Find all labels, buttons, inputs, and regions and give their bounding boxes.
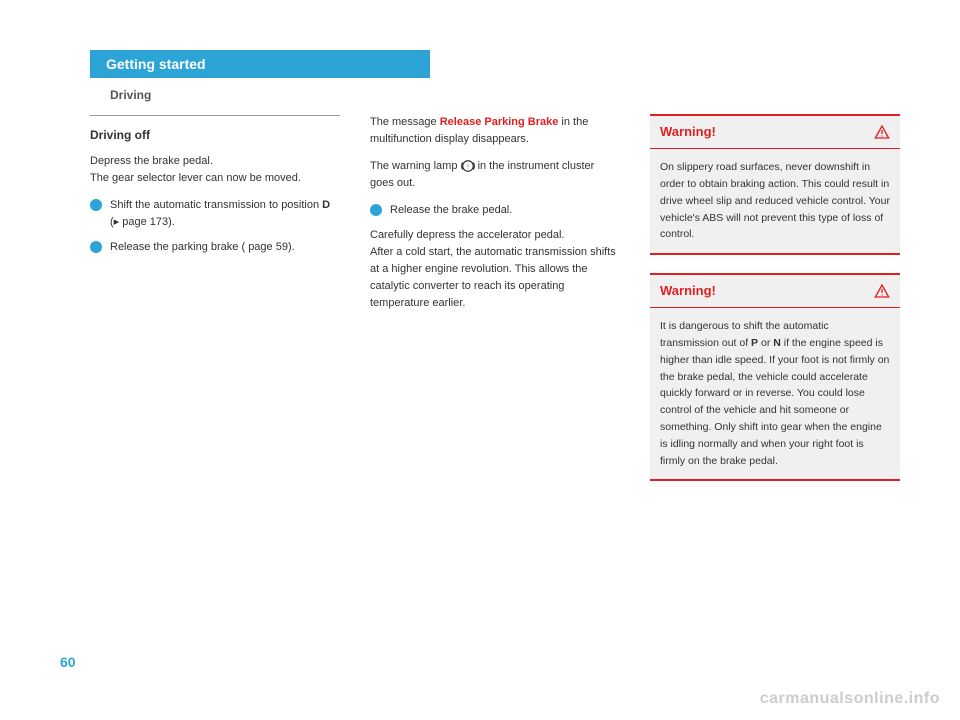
manual-page: Getting started Driving Driving off Depr…	[0, 0, 960, 720]
paragraph: Carefully depress the accelerator pedal.…	[370, 227, 620, 312]
paragraph: Depress the brake pedal. The gear select…	[90, 153, 340, 187]
step-bullet-icon	[370, 204, 382, 216]
display-message: Release Parking Brake	[440, 116, 559, 128]
warning-callout: Warning! It is dangerous to shift the au…	[650, 273, 900, 481]
step-text: Release the brake pedal.	[390, 202, 512, 219]
warning-callout: Warning! On slippery road surfaces, neve…	[650, 114, 900, 255]
brake-warning-icon: !	[461, 159, 475, 173]
warning-body: On slippery road surfaces, never downshi…	[650, 149, 900, 253]
paragraph: The warning lamp ! in the instrument clu…	[370, 158, 620, 192]
paragraph: The message Release Parking Brake in the…	[370, 114, 620, 148]
text: The gear selector lever can now be moved…	[90, 172, 301, 184]
section-header: Getting started	[90, 50, 430, 78]
section-title: Driving off	[90, 126, 340, 145]
warning-title: Warning!	[660, 122, 716, 142]
svg-text:!: !	[467, 165, 469, 171]
warning-body: It is dangerous to shift the automatic t…	[650, 308, 900, 479]
column-middle: The message Release Parking Brake in the…	[370, 114, 620, 499]
text: Depress the brake pedal.	[90, 155, 213, 167]
column-left: Driving off Depress the brake pedal. The…	[60, 114, 340, 499]
content-columns: Driving off Depress the brake pedal. The…	[60, 114, 900, 499]
step-item: Release the brake pedal.	[370, 202, 620, 219]
warning-triangle-icon	[874, 124, 890, 140]
column-right: Warning! On slippery road surfaces, neve…	[650, 114, 900, 499]
header-subtitle: Driving	[110, 88, 900, 102]
step-text: Release the parking brake ( page 59).	[110, 239, 295, 256]
step-bullet-icon	[90, 199, 102, 211]
watermark: carmanualsonline.info	[760, 690, 940, 708]
step-item: Shift the automatic transmission to posi…	[90, 197, 340, 231]
step-bullet-icon	[90, 241, 102, 253]
page-number: 60	[60, 654, 76, 670]
warning-triangle-icon	[874, 283, 890, 299]
step-text: Shift the automatic transmission to posi…	[110, 197, 340, 231]
header-title: Getting started	[106, 56, 206, 72]
section-divider	[90, 114, 340, 116]
warning-title: Warning!	[660, 281, 716, 301]
warning-header: Warning!	[650, 116, 900, 149]
step-item: Release the parking brake ( page 59).	[90, 239, 340, 256]
warning-header: Warning!	[650, 275, 900, 308]
